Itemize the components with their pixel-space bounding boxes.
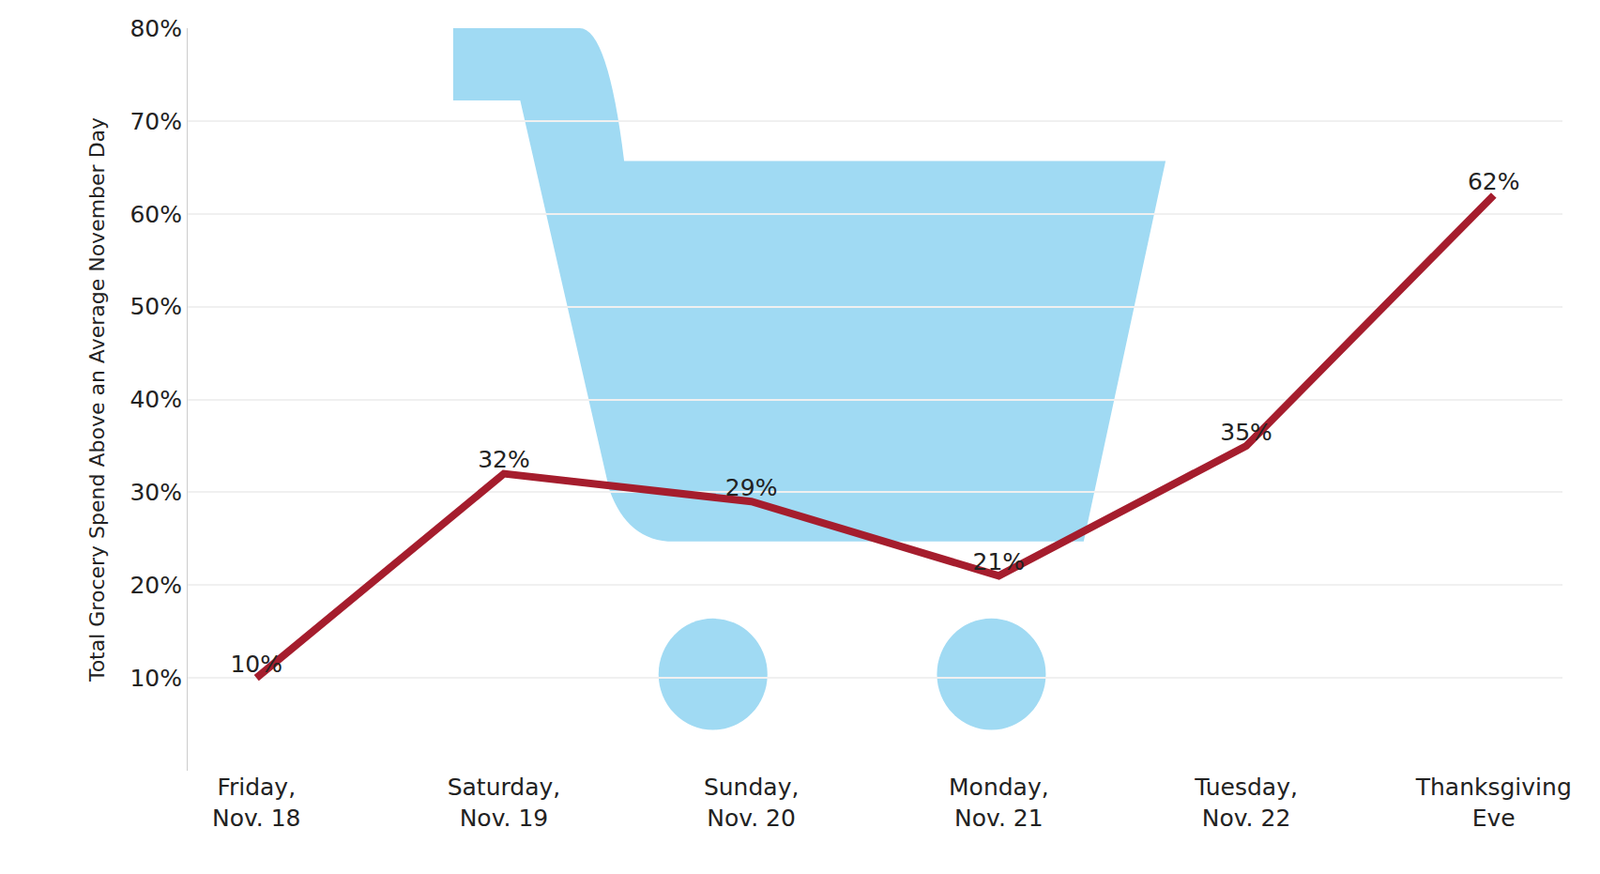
svg-text:Saturday,Nov. 19: Saturday,Nov. 19 xyxy=(447,773,562,832)
svg-text:32%: 32% xyxy=(477,445,531,473)
svg-text:35%: 35% xyxy=(1219,418,1273,446)
svg-text:ThanksgivingEve: ThanksgivingEve xyxy=(1415,773,1572,832)
svg-text:30%: 30% xyxy=(129,478,183,506)
svg-text:20%: 20% xyxy=(129,571,183,599)
svg-text:Tuesday,Nov. 22: Tuesday,Nov. 22 xyxy=(1193,773,1298,832)
svg-text:40%: 40% xyxy=(129,385,183,413)
svg-text:Sunday,Nov. 20: Sunday,Nov. 20 xyxy=(703,773,800,832)
svg-text:Total Grocery Spend Above an A: Total Grocery Spend Above an Average Nov… xyxy=(85,117,109,683)
svg-text:Monday,Nov. 21: Monday,Nov. 21 xyxy=(948,773,1050,832)
svg-text:60%: 60% xyxy=(129,200,183,229)
svg-text:70%: 70% xyxy=(129,107,183,136)
svg-text:21%: 21% xyxy=(973,548,1026,576)
svg-text:29%: 29% xyxy=(725,473,778,502)
svg-text:62%: 62% xyxy=(1467,167,1521,196)
svg-text:10%: 10% xyxy=(129,664,183,692)
svg-text:80%: 80% xyxy=(129,15,183,43)
svg-text:Friday,Nov. 18: Friday,Nov. 18 xyxy=(212,773,302,832)
svg-text:50%: 50% xyxy=(129,292,183,320)
svg-text:10%: 10% xyxy=(229,650,283,678)
